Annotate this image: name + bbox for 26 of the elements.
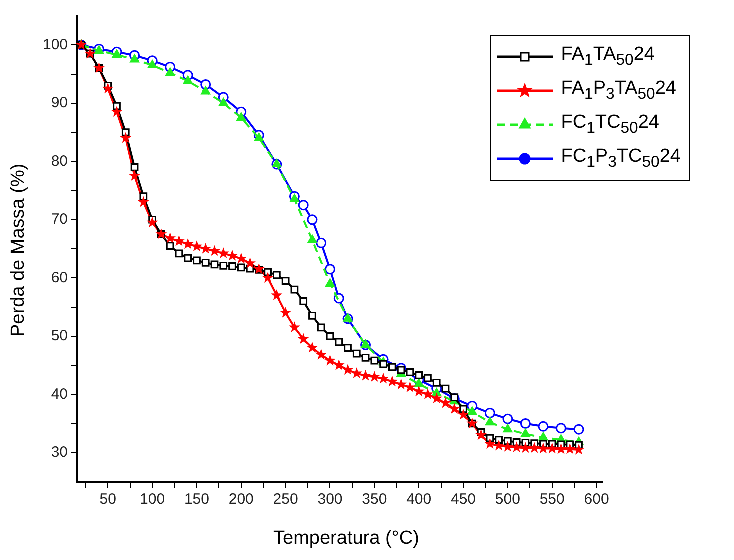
y-tick-label: 100 — [42, 36, 68, 54]
x-tick-label: 300 — [318, 491, 343, 508]
y-axis-title: Perda de Massa (%) — [8, 162, 30, 339]
x-tick-label: 450 — [450, 491, 476, 508]
x-tick-label: 250 — [273, 491, 298, 508]
y-tick-label: 40 — [51, 386, 68, 403]
legend-label: FA$_{1}$TA$_{50}$24 — [561, 44, 655, 70]
x-tick-label: 200 — [228, 491, 254, 508]
x-tick-label: 50 — [100, 491, 116, 508]
legend-label: FC$_{1}$TC$_{50}$24 — [561, 112, 660, 138]
y-tick-label: 70 — [51, 211, 68, 228]
y-tick-label: 60 — [51, 269, 68, 286]
x-tick-label: 500 — [495, 491, 520, 508]
y-tick-label: 80 — [51, 152, 68, 170]
x-tick-label: 100 — [140, 491, 166, 508]
legend-label: FC$_{1}$P$_{3}$TC$_{50}$24 — [561, 146, 681, 172]
x-tick-label: 150 — [184, 491, 210, 508]
x-tick-label: 550 — [540, 491, 565, 508]
x-tick-label: 400 — [406, 491, 432, 508]
y-tick-label: 90 — [51, 94, 68, 112]
y-tick-label: 30 — [51, 444, 68, 462]
x-axis-title: Temperatura (°C) — [272, 528, 420, 550]
legend-label: FA$_{1}$P$_{3}$TA$_{50}$24 — [561, 78, 676, 104]
x-tick-label: 600 — [584, 491, 610, 508]
x-tick-label: 350 — [362, 491, 388, 508]
y-tick-label: 50 — [51, 328, 68, 345]
